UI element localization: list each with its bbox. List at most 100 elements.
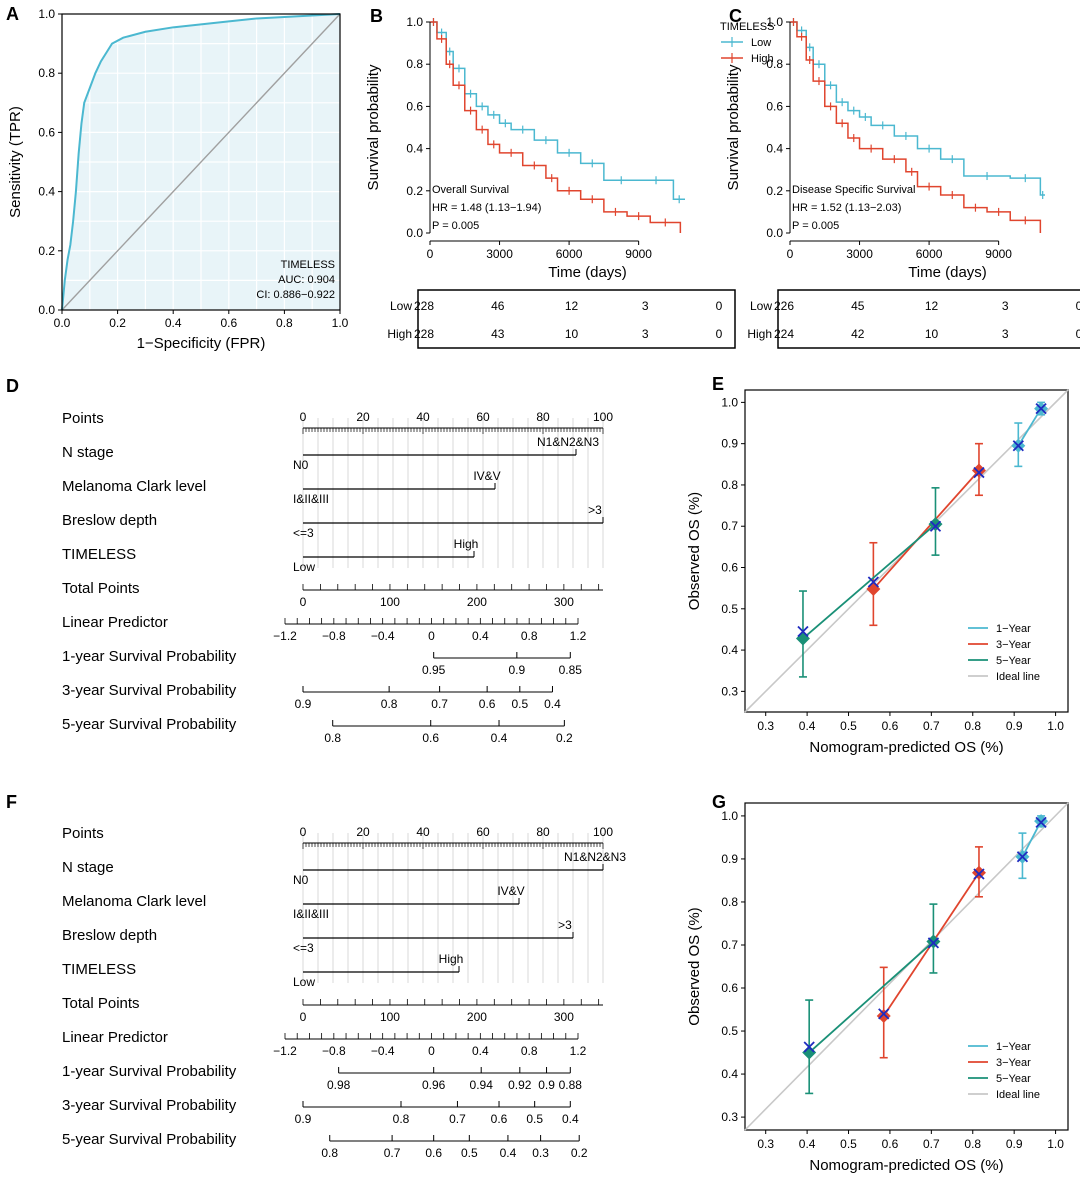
km-chart-c: 0.0 0.2 0.4 0.6 0.8 1.0 0 3000 6000 9000 Time (day… <box>725 15 1080 349</box>
nomogram-level-label: >3 <box>558 918 572 932</box>
lp-tick-label: −0.4 <box>371 629 395 643</box>
panel-letter-c: C <box>729 6 742 26</box>
lp-tick-label: −0.8 <box>322 1044 346 1058</box>
calibration-chart-g: 0.3 0.4 0.5 0.6 0.7 0.8 0.9 1.0 0.3 0.4 0.5 0.6 0.7 0… <box>686 802 1069 1174</box>
legend-label: 1−Year <box>996 623 1031 635</box>
nomogram-level-label: <=3 <box>293 526 314 540</box>
survival-tick-label: 0.8 <box>393 1112 410 1126</box>
nomogram-level-label: Low <box>293 975 315 989</box>
y-tick-label: 0.5 <box>721 602 738 616</box>
total-tick-label: 200 <box>467 1010 487 1024</box>
x-tick-label: 0.5 <box>840 1137 857 1151</box>
y-tick-label: 0.8 <box>406 57 423 71</box>
nomogram-row-label: 3-year Survival Probability <box>62 682 237 699</box>
y-tick-label: 0.8 <box>38 66 55 80</box>
total-tick-label: 300 <box>554 1010 574 1024</box>
risk-table-cell: 42 <box>851 327 865 341</box>
x-tick-label: 0.2 <box>109 316 126 330</box>
survival-tick-label: 0.4 <box>544 697 561 711</box>
risk-table-cell: 12 <box>925 299 939 313</box>
x-tick-label: 3000 <box>486 247 513 261</box>
points-tick-label: 0 <box>300 410 307 424</box>
survival-tick-label: 0.9 <box>538 1078 555 1092</box>
y-tick-label: 1.0 <box>721 809 738 823</box>
points-tick-label: 60 <box>476 825 490 839</box>
survival-tick-label: 0.4 <box>500 1146 517 1160</box>
x-tick-label: 0.8 <box>964 719 981 733</box>
plot-frame <box>744 389 1069 713</box>
y-axis-label: Sensitivity (TPR) <box>7 106 24 218</box>
nomogram-row-label: Points <box>62 410 104 427</box>
risk-table-cell: 43 <box>491 327 505 341</box>
km-annotation: P = 0.005 <box>432 220 479 232</box>
y-tick-label: 0.6 <box>38 125 55 139</box>
y-axis-label: Survival probability <box>365 64 382 190</box>
lp-tick-label: 0.4 <box>472 1044 489 1058</box>
lp-tick-label: 0 <box>428 629 435 643</box>
bias-corrected-mark <box>867 576 880 588</box>
lp-tick-label: −1.2 <box>273 629 297 643</box>
points-tick-label: 60 <box>476 410 490 424</box>
survival-tick-label: 0.95 <box>422 663 446 677</box>
survival-tick-label: 0.6 <box>479 697 496 711</box>
points-tick-label: 20 <box>356 410 370 424</box>
nomogram-f: Points 0 20 40 60 80 100 N stage N1&N2&N3 N0 Melan… <box>62 825 626 1160</box>
legend-label: 5−Year <box>996 655 1031 667</box>
y-tick-label: 1.0 <box>721 395 738 409</box>
points-tick-label: 100 <box>593 825 613 839</box>
nomogram-row-label: TIMELESS <box>62 546 136 563</box>
bias-corrected-mark <box>1035 402 1047 415</box>
legend-label: Ideal line <box>996 1089 1040 1101</box>
panel-letter-d: D <box>6 376 19 396</box>
points-tick-label: 40 <box>416 825 430 839</box>
legend-label: 1−Year <box>996 1041 1031 1053</box>
nomogram-row-label: 1-year Survival Probability <box>62 1063 237 1080</box>
risk-table-cell: 0 <box>716 327 723 341</box>
y-tick-label: 1.0 <box>766 15 783 29</box>
bias-corrected-mark <box>803 1041 815 1053</box>
nomogram-row-label: Linear Predictor <box>62 1029 168 1046</box>
nomogram-level-label: IV&V <box>473 469 500 483</box>
nomogram-level-label: I&II&III <box>293 907 329 921</box>
risk-table-cell: 226 <box>774 299 794 313</box>
lp-tick-label: 0.8 <box>521 1044 538 1058</box>
y-tick-label: 0.4 <box>766 142 783 156</box>
risk-table-cell: 45 <box>851 299 865 313</box>
lp-tick-label: −1.2 <box>273 1044 297 1058</box>
survival-tick-label: 0.98 <box>327 1078 351 1092</box>
calibration-point <box>971 865 986 880</box>
calibration-point <box>926 934 941 949</box>
survival-tick-label: 0.6 <box>425 1146 442 1160</box>
legend-label: Ideal line <box>996 671 1040 683</box>
legend-ci: CI: 0.886−0.922 <box>256 289 335 301</box>
panel-letter-e: E <box>712 374 724 394</box>
x-tick-label: 0.6 <box>220 316 237 330</box>
y-tick-label: 0.7 <box>721 938 738 952</box>
nomogram-level-label: N1&N2&N3 <box>564 850 626 864</box>
bias-corrected-mark <box>973 868 985 880</box>
lp-tick-label: −0.4 <box>371 1044 395 1058</box>
x-tick-label: 0.7 <box>923 1137 940 1151</box>
bias-corrected-mark <box>1035 816 1047 828</box>
risk-table-cell: 3 <box>642 299 649 313</box>
bias-corrected-mark <box>973 466 985 479</box>
total-tick-label: 300 <box>554 595 574 609</box>
nomogram-row-label: Melanoma Clark level <box>62 478 206 495</box>
x-tick-label: 0.3 <box>757 1137 774 1151</box>
points-tick-label: 80 <box>536 410 550 424</box>
survival-tick-label: 0.3 <box>532 1146 549 1160</box>
nomogram-level-label: <=3 <box>293 941 314 955</box>
legend-label: 3−Year <box>996 639 1031 651</box>
survival-tick-label: 0.4 <box>562 1112 579 1126</box>
survival-tick-label: 0.2 <box>571 1146 588 1160</box>
legend-label: 3−Year <box>996 1057 1031 1069</box>
nomogram-level-label: High <box>454 537 479 551</box>
km-curve-high <box>790 21 1042 233</box>
bias-corrected-mark <box>927 937 940 949</box>
panel-letter-a: A <box>6 4 19 24</box>
risk-table-cell: 46 <box>491 299 505 313</box>
plot-frame <box>61 13 341 311</box>
calibration-line <box>802 523 937 640</box>
survival-tick-label: 0.96 <box>422 1078 446 1092</box>
